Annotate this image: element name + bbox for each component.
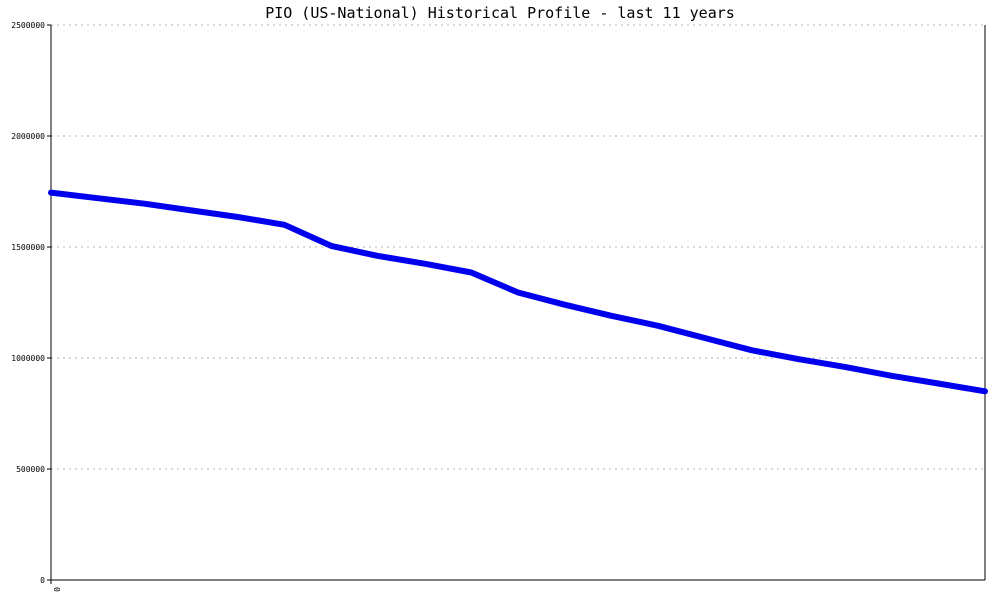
axes: [47, 24, 986, 584]
y-tick-label: 1000000: [11, 354, 45, 363]
x-tick-label: 0: [52, 587, 61, 592]
y-tick-label: 500000: [16, 465, 45, 474]
x-tick-labels: 0: [52, 587, 61, 592]
y-tick-label: 0: [40, 576, 45, 585]
y-tick-label: 1500000: [11, 243, 45, 252]
series: [48, 189, 988, 395]
chart-title: PIO (US-National) Historical Profile - l…: [265, 4, 735, 22]
y-tick-label: 2000000: [11, 132, 45, 141]
y-tick-labels: 0 500000 1000000 1500000 2000000 2500000: [11, 21, 45, 585]
series-line: [48, 189, 988, 395]
grid-lines: [51, 24, 985, 470]
y-tick-label: 2500000: [11, 21, 45, 30]
